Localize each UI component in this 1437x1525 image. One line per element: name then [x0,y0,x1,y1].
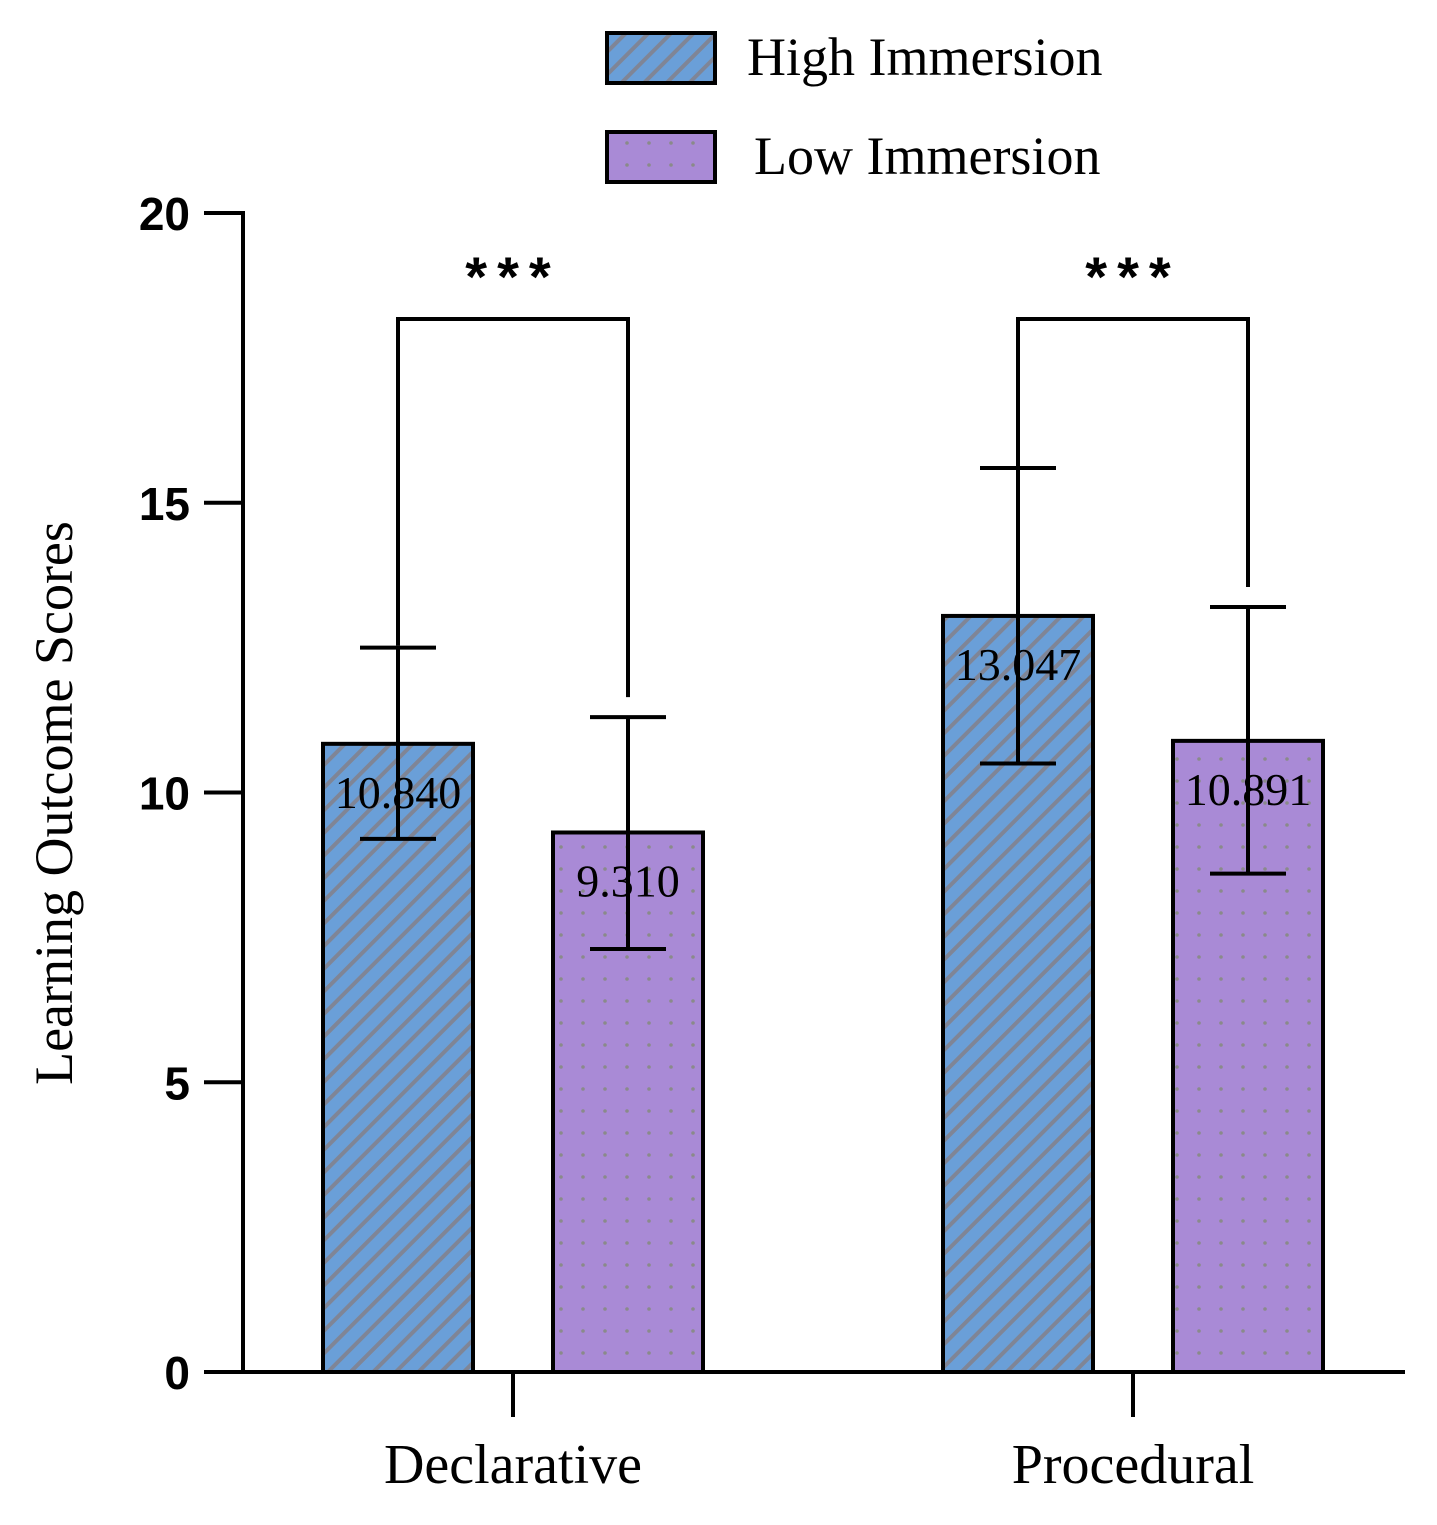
x-tick-label: Declarative [384,1434,642,1496]
significance-label: *** [465,245,560,308]
y-tick-label: 10 [139,768,190,820]
legend-label: High Immersion [747,27,1102,87]
x-tick-label: Procedural [1012,1434,1255,1496]
legend-label: Low Immersion [754,126,1100,186]
data-label: 13.047 [955,639,1082,690]
bar [321,741,475,1374]
legend: High Immersion Low Immersion [605,27,1102,186]
significance-bracket [396,317,630,698]
y-tick-label: 15 [139,478,190,530]
significance-bracket [1016,317,1250,588]
data-label: 9.310 [576,855,680,906]
y-tick-label: 5 [164,1057,190,1109]
y-axis-label: Learning Outcome Scores [24,521,84,1085]
y-tick-label: 20 [139,188,190,240]
legend-swatch [605,130,717,184]
legend-swatch [605,31,717,85]
value-labels: 10.840 9.310 13.047 10.891 [335,639,1312,907]
error-bars [360,465,1286,951]
axes: 0 5 10 15 20 Declarative Procedural [139,188,1405,1496]
significance-brackets: *** *** [396,245,1250,698]
data-label: 10.840 [335,767,462,818]
significance-label: *** [1085,245,1180,308]
bars [321,613,1325,1374]
bar [1171,738,1325,1374]
y-tick-label: 0 [164,1347,190,1399]
data-label: 10.891 [1185,764,1312,815]
